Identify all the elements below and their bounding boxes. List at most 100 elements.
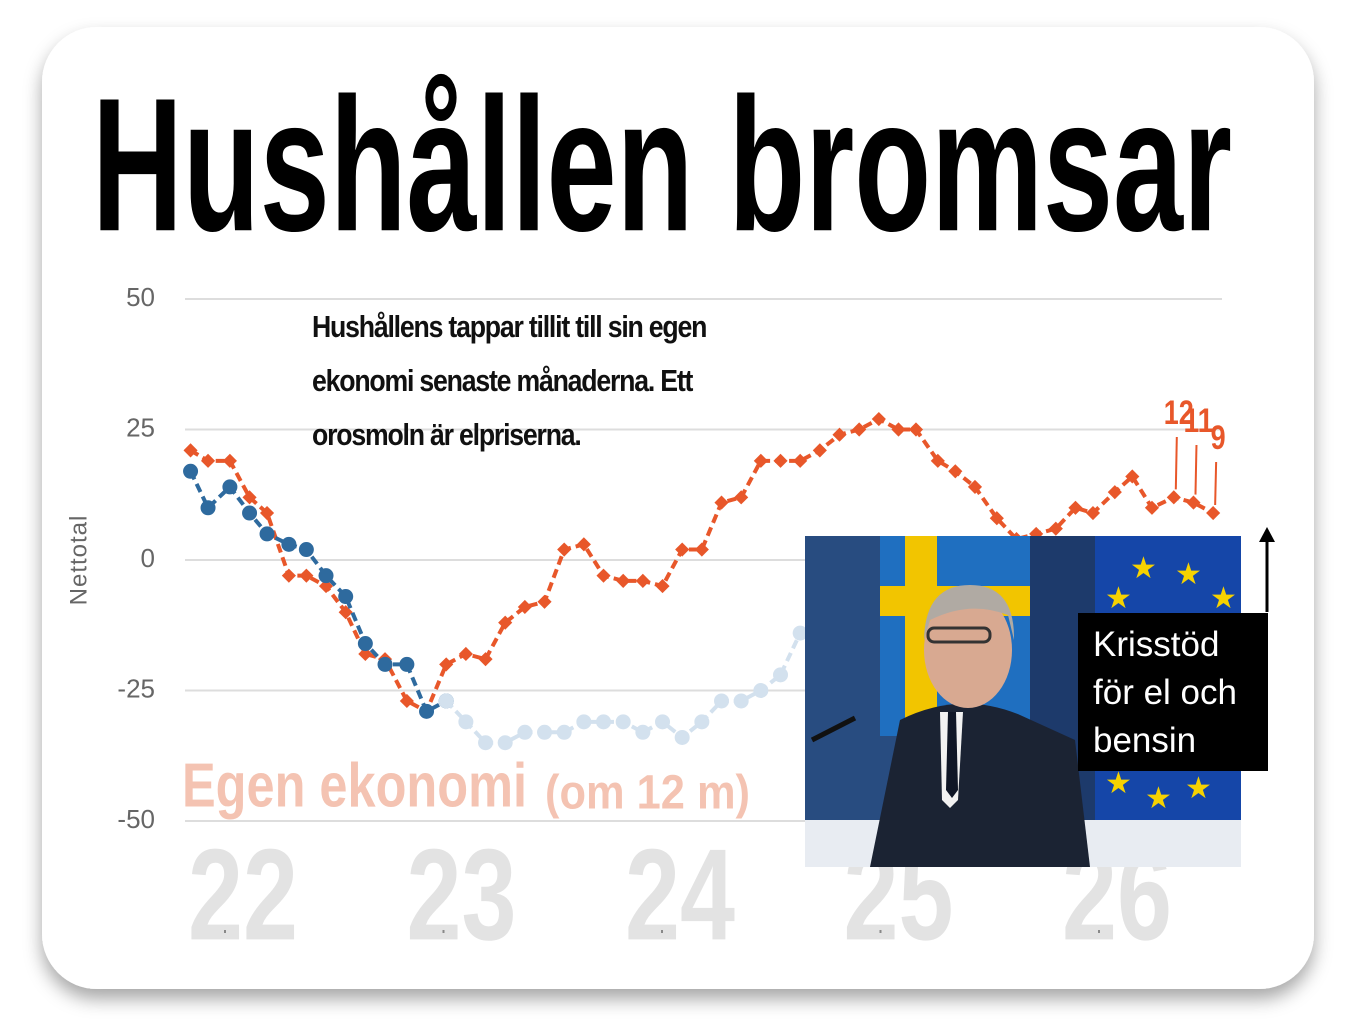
value-label: 9: [1211, 419, 1226, 457]
data-point: [989, 511, 1004, 526]
svg-text:★: ★: [1145, 782, 1172, 815]
data-point: [1144, 500, 1160, 515]
data-point: [399, 693, 414, 709]
data-point: [734, 490, 749, 505]
data-point: [537, 594, 552, 609]
data-point: [498, 615, 513, 630]
data-point: [200, 453, 216, 468]
data-point: [616, 573, 631, 588]
data-point: [259, 526, 275, 542]
data-point: [298, 542, 314, 558]
data-point: [281, 536, 297, 552]
x-tick-label: 23: [407, 821, 517, 967]
y-tick-label: 0: [141, 543, 155, 573]
data-point: [675, 542, 690, 557]
data-point: [1107, 485, 1122, 500]
data-point: [281, 568, 296, 583]
data-point: [1186, 495, 1201, 510]
data-point: [773, 667, 789, 683]
data-point: [832, 427, 847, 442]
value-label-leader: [1214, 461, 1218, 506]
data-point: [1048, 521, 1063, 536]
data-point: [948, 464, 963, 479]
data-point: [458, 646, 473, 662]
data-point: [183, 443, 198, 458]
value-label: 12: [1164, 394, 1194, 432]
data-point: [377, 656, 393, 672]
suit: [870, 703, 1090, 867]
data-point: [753, 453, 768, 468]
series-label-note: (om 12 m): [545, 767, 750, 820]
series-label: Egen ekonomi: [182, 751, 527, 820]
data-point: [478, 652, 493, 667]
data-point: [871, 411, 886, 427]
microphone: [810, 715, 857, 743]
glasses: [926, 626, 992, 644]
chart-title: Hushållen bromsar: [92, 59, 1232, 271]
data-point: [1206, 505, 1221, 521]
svg-text:★: ★: [1130, 552, 1157, 585]
data-point: [967, 479, 983, 494]
data-point: [537, 724, 553, 740]
data-point: [792, 625, 808, 641]
svg-text:★: ★: [1175, 558, 1202, 591]
data-point: [852, 422, 867, 437]
x-tick-label: 22: [188, 821, 298, 967]
data-point: [733, 693, 749, 709]
value-label: 11: [1183, 402, 1213, 440]
data-point: [222, 453, 237, 468]
data-point: [655, 714, 671, 730]
data-point: [793, 453, 808, 468]
y-tick-label: -50: [117, 804, 155, 834]
data-point: [714, 693, 730, 709]
y-tick-label: 50: [126, 282, 155, 312]
data-point: [714, 495, 729, 510]
value-label-leader: [1174, 436, 1178, 490]
data-point: [242, 490, 257, 505]
data-point: [556, 724, 572, 740]
data-point: [183, 463, 199, 479]
data-point: [419, 703, 435, 719]
tie: [946, 712, 958, 798]
data-point: [399, 656, 415, 672]
data-point: [930, 453, 945, 468]
data-point: [318, 579, 334, 594]
data-point: [358, 646, 373, 662]
data-point: [318, 568, 334, 584]
data-point: [1068, 500, 1083, 515]
arrow-head: [1259, 527, 1275, 542]
data-point: [615, 714, 631, 730]
data-point: [1125, 469, 1140, 484]
data-point: [1085, 505, 1101, 521]
hair: [924, 585, 1015, 640]
x-tick-label: 24: [625, 821, 735, 967]
data-point: [517, 599, 532, 615]
data-point: [576, 714, 592, 730]
data-point: [596, 714, 612, 730]
data-point: [655, 579, 670, 594]
data-point: [891, 422, 906, 437]
data-point: [773, 453, 788, 468]
data-point: [259, 505, 275, 521]
svg-text:★: ★: [1105, 582, 1132, 615]
y-tick-label: 25: [126, 412, 155, 442]
data-point: [338, 589, 354, 605]
eu-stars: ★★★ ★★★ ★★: [1105, 552, 1237, 815]
annotation: Hushållens tappar tillit till sin egen e…: [312, 309, 707, 452]
y-tick-label: -25: [117, 673, 155, 703]
data-point: [299, 568, 314, 583]
data-point: [557, 542, 572, 557]
svg-text:★: ★: [1210, 582, 1237, 615]
data-point: [674, 729, 690, 745]
data-point: [694, 714, 710, 730]
data-point: [438, 693, 454, 709]
data-point: [200, 500, 216, 516]
data-point: [753, 683, 769, 698]
data-point: [222, 479, 238, 495]
callout: Krisstöd för el och bensin: [1078, 613, 1268, 771]
face: [924, 592, 1012, 708]
data-point: [635, 724, 651, 740]
data-point: [478, 735, 494, 751]
